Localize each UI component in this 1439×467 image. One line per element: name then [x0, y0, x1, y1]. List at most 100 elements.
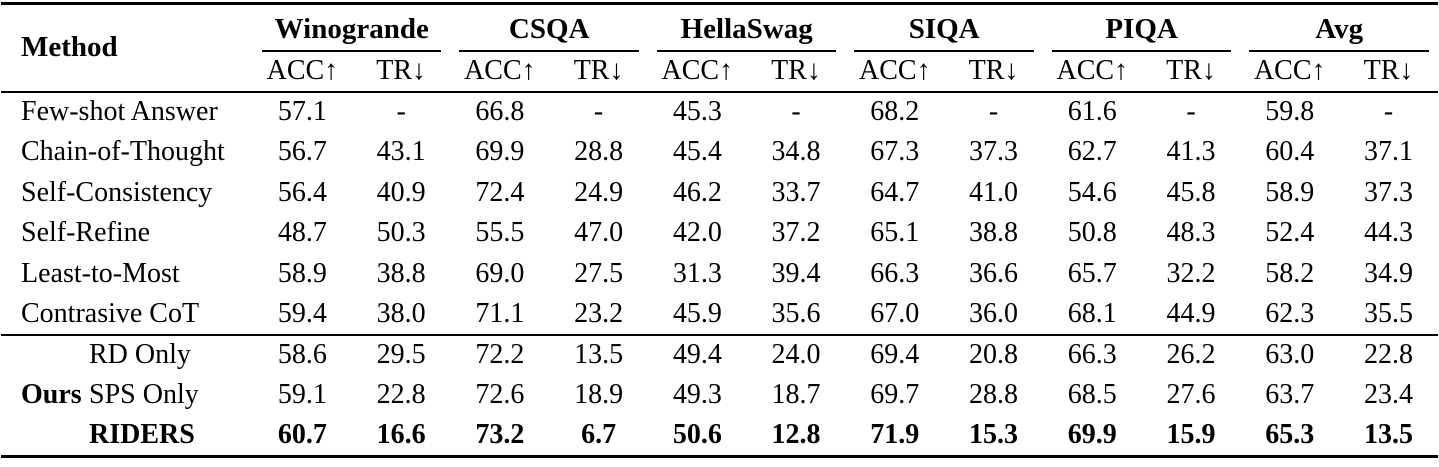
- method-column-header: Method: [1, 3, 254, 93]
- group-label: HellaSwag: [656, 13, 837, 52]
- acc-cell: 58.9: [1265, 176, 1315, 208]
- acc-subheader: ACC↑: [845, 51, 945, 93]
- acc-cell: 46.2: [672, 176, 722, 208]
- method-label: Chain-of-Thought: [21, 136, 225, 168]
- group-label: CSQA: [459, 13, 639, 52]
- group-label: SIQA: [854, 13, 1034, 52]
- acc-cell: 59.8: [1265, 96, 1315, 128]
- tr-cell: -: [1186, 96, 1196, 128]
- acc-cell: 54.6: [1067, 176, 1117, 208]
- acc-cell: 67.0: [870, 297, 920, 329]
- tr-subheader: TR↓: [746, 51, 846, 93]
- acc-cell: 66.3: [870, 257, 920, 289]
- acc-cell: 66.8: [475, 96, 525, 128]
- tr-cell: 16.6: [376, 419, 426, 450]
- tr-cell: 34.8: [771, 136, 821, 168]
- tr-cell: 24.9: [574, 176, 624, 208]
- acc-cell: 69.4: [845, 333, 945, 375]
- tr-cell: 38.0: [376, 297, 426, 329]
- group-label: Winogrande: [262, 13, 442, 52]
- tr-cell: 37.3: [1364, 176, 1414, 208]
- acc-cell: 72.2: [450, 333, 550, 375]
- table-row-sps-only: SPS Only 59.1 22.8 72.6 18.9 49.3 18.7 6…: [1, 375, 1438, 416]
- acc-cell: 73.2: [475, 419, 525, 450]
- tr-cell: 18.7: [771, 379, 821, 411]
- acc-cell: 58.6: [253, 333, 352, 375]
- acc-cell: 68.2: [870, 96, 920, 128]
- benchmark-results-table: Method Winogrande CSQA HellaSwag SIQA PI…: [1, 2, 1438, 458]
- tr-cell: 20.8: [944, 333, 1043, 375]
- tr-cell: 34.9: [1364, 257, 1414, 289]
- acc-cell: 62.7: [1067, 136, 1117, 168]
- tr-cell: 43.1: [376, 136, 426, 168]
- acc-cell: 59.1: [277, 379, 327, 411]
- tr-cell: 26.2: [1141, 333, 1241, 375]
- tr-cell: 27.6: [1166, 379, 1216, 411]
- tr-cell: 41.3: [1166, 136, 1216, 168]
- tr-cell: 33.7: [771, 176, 821, 208]
- acc-cell: 50.8: [1067, 217, 1117, 249]
- tr-cell: 44.3: [1364, 217, 1414, 249]
- table-row-contrasive-cot: Contrasive CoT 59.4 38.0 71.1 23.2 45.9 …: [1, 294, 1438, 335]
- group-header-row: Method Winogrande CSQA HellaSwag SIQA PI…: [1, 3, 1438, 93]
- tr-cell: 13.5: [1364, 419, 1414, 450]
- acc-cell: 56.4: [277, 176, 327, 208]
- acc-subheader: ACC↑: [1240, 51, 1340, 93]
- acc-cell: 52.4: [1265, 217, 1315, 249]
- acc-cell: 65.7: [1067, 257, 1117, 289]
- acc-cell: 45.9: [672, 297, 722, 329]
- acc-cell: 62.3: [1265, 297, 1315, 329]
- acc-cell: 57.1: [277, 96, 327, 128]
- method-label: Self-Consistency: [21, 176, 213, 208]
- group-label: PIQA: [1051, 13, 1232, 52]
- acc-cell: 60.4: [1265, 136, 1315, 168]
- acc-cell: 71.9: [870, 419, 920, 450]
- tr-cell: -: [396, 96, 406, 128]
- tr-cell: 12.8: [771, 419, 821, 450]
- tr-cell: 47.0: [574, 217, 624, 249]
- method-label: RIDERS: [89, 419, 195, 450]
- subheader-row: ACC↑ TR↓ ACC↑ TR↓ ACC↑ TR↓ ACC↑ TR↓ ACC↑…: [1, 51, 1438, 93]
- tr-cell: 15.9: [1166, 419, 1216, 450]
- acc-cell: 72.4: [475, 176, 525, 208]
- acc-cell: 63.7: [1265, 379, 1315, 411]
- table-row-rd-only: Ours RD Only 58.6 29.5 72.2 13.5 49.4 24…: [1, 333, 1438, 456]
- tr-cell: 27.5: [574, 257, 624, 289]
- tr-cell: -: [593, 96, 604, 128]
- method-label: Contrasive CoT: [21, 297, 200, 329]
- group-header-piqa: PIQA: [1043, 4, 1240, 52]
- tr-subheader: TR↓: [1339, 51, 1438, 93]
- acc-cell: 68.5: [1067, 379, 1117, 411]
- acc-cell: 65.1: [870, 217, 920, 249]
- tr-cell: 24.0: [746, 333, 846, 375]
- acc-cell: 65.3: [1265, 419, 1315, 450]
- tr-cell: 13.5: [549, 333, 648, 375]
- table-row-riders: RIDERS 60.7 16.6 73.2 6.7 50.6 12.8 71.9…: [1, 416, 1438, 457]
- tr-cell: 38.8: [969, 217, 1019, 249]
- group-header-avg: Avg: [1240, 4, 1438, 52]
- acc-cell: 69.9: [475, 136, 525, 168]
- group-label: Avg: [1249, 13, 1429, 52]
- tr-subheader: TR↓: [351, 51, 451, 93]
- acc-cell: 60.7: [277, 419, 327, 450]
- acc-subheader: ACC↑: [450, 51, 550, 93]
- acc-cell: 50.6: [672, 419, 722, 450]
- tr-cell: 6.7: [581, 419, 617, 450]
- group-header-hellaswag: HellaSwag: [648, 4, 845, 52]
- tr-cell: 36.0: [969, 297, 1019, 329]
- tr-cell: 36.6: [969, 257, 1019, 289]
- acc-cell: 48.7: [277, 217, 327, 249]
- table-row-self-consistency: Self-Consistency 56.4 40.9 72.4 24.9 46.…: [1, 173, 1438, 214]
- tr-cell: 38.8: [376, 257, 426, 289]
- acc-cell: 49.4: [647, 333, 747, 375]
- acc-cell: 58.2: [1265, 257, 1315, 289]
- tr-cell: 41.0: [969, 176, 1019, 208]
- acc-subheader: ACC↑: [647, 51, 747, 93]
- acc-cell: 72.6: [475, 379, 525, 411]
- acc-cell: 31.3: [672, 257, 722, 289]
- acc-cell: 71.1: [475, 297, 525, 329]
- acc-cell: 61.6: [1067, 96, 1117, 128]
- tr-cell: 23.4: [1364, 379, 1414, 411]
- acc-cell: 69.9: [1067, 419, 1117, 450]
